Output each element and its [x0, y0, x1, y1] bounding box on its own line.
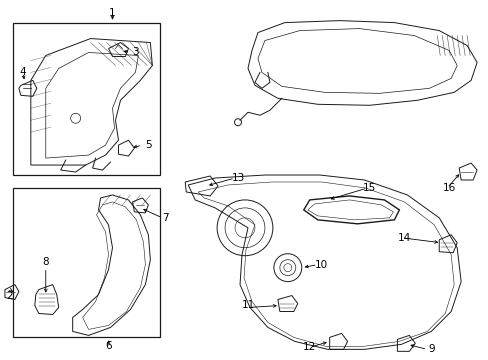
Text: 1: 1: [109, 8, 116, 18]
Text: 8: 8: [42, 257, 49, 267]
Text: 14: 14: [397, 233, 410, 243]
Text: 13: 13: [231, 173, 244, 183]
Text: 9: 9: [427, 345, 434, 354]
Bar: [13, 188, 160, 337]
Text: 16: 16: [442, 183, 455, 193]
Bar: [13, 23, 160, 175]
Text: 10: 10: [314, 260, 327, 270]
Text: 15: 15: [362, 183, 375, 193]
Text: 2: 2: [6, 291, 13, 301]
Text: 3: 3: [132, 48, 139, 58]
Text: 12: 12: [303, 342, 316, 352]
Text: 6: 6: [105, 341, 112, 351]
Text: 7: 7: [162, 213, 168, 223]
Text: 11: 11: [241, 300, 254, 310]
Text: 4: 4: [20, 67, 26, 77]
Text: 5: 5: [145, 140, 151, 150]
